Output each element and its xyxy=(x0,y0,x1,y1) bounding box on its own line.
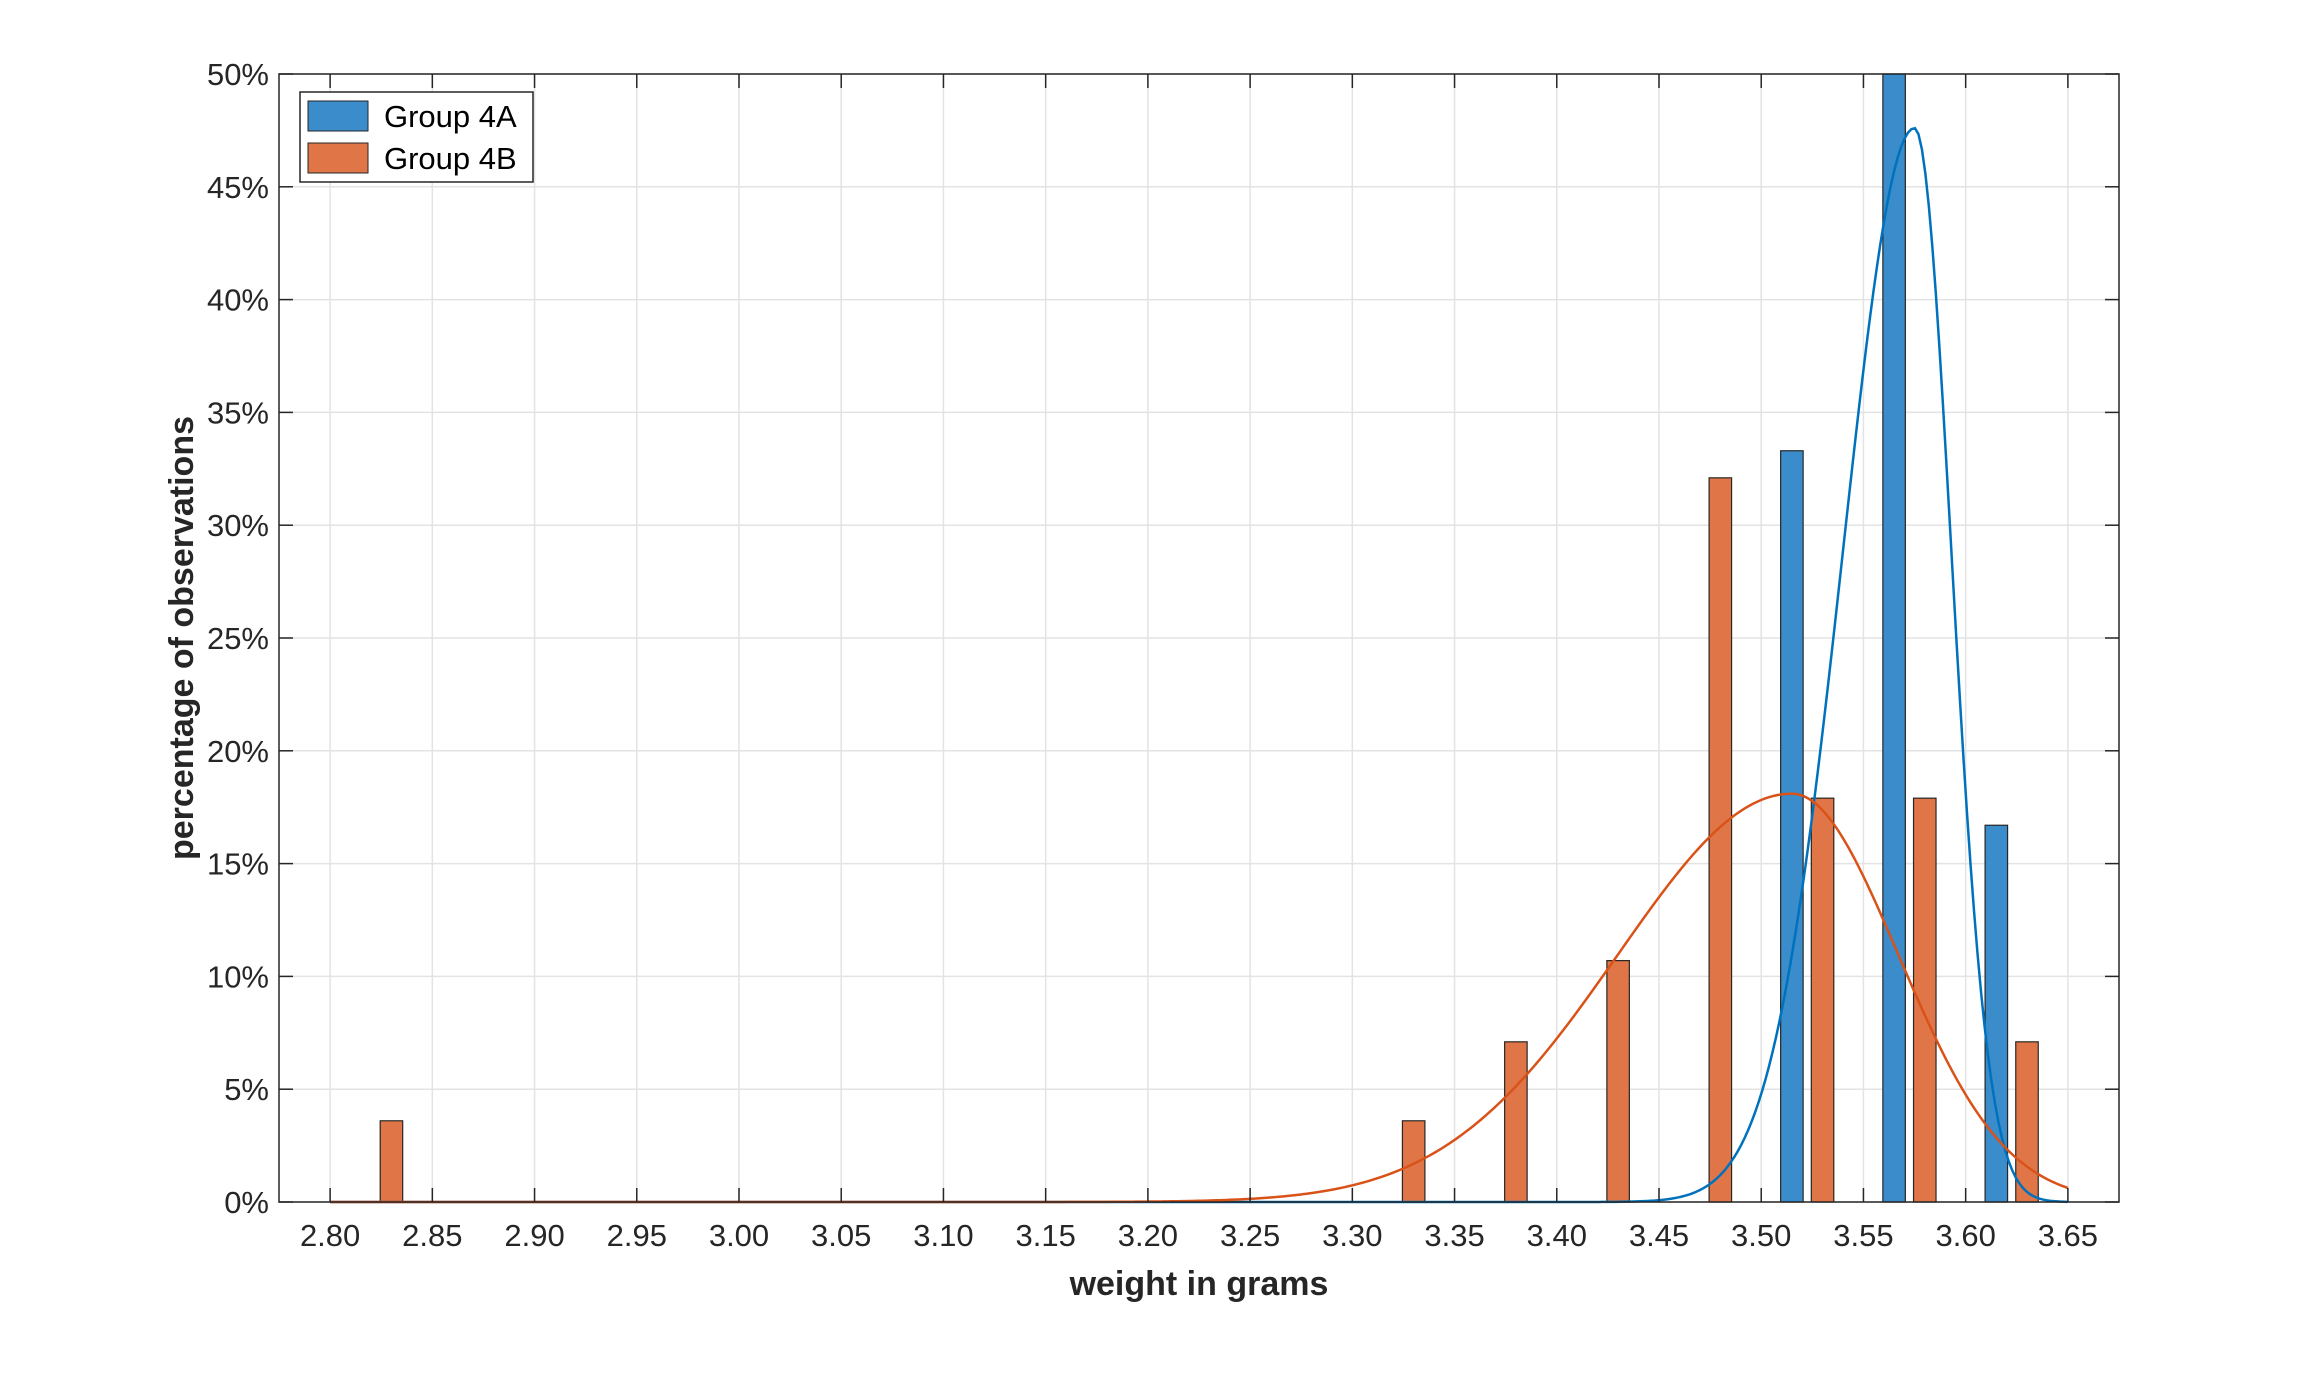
legend-label-group-4a: Group 4A xyxy=(384,99,517,134)
y-tick-label: 5% xyxy=(224,1072,269,1107)
x-tick-label: 2.85 xyxy=(402,1218,462,1253)
y-tick-label: 40% xyxy=(207,283,269,318)
legend-swatch-group-4b xyxy=(307,142,369,174)
bar-group-4b xyxy=(379,1120,404,1203)
x-tick-label: 2.95 xyxy=(607,1218,667,1253)
y-tick-label: 50% xyxy=(207,57,269,92)
axis-ticks xyxy=(279,73,2119,1203)
y-tick-label: 0% xyxy=(224,1185,269,1220)
x-tick-label: 3.65 xyxy=(2038,1218,2098,1253)
bar-group-4b xyxy=(1708,477,1733,1203)
x-tick-label: 3.50 xyxy=(1731,1218,1791,1253)
legend-swatch-group-4a xyxy=(307,100,369,132)
x-tick-label: 3.10 xyxy=(913,1218,973,1253)
bar-group-4a xyxy=(1882,73,1906,1203)
y-tick-label: 25% xyxy=(207,621,269,656)
x-tick-label: 3.30 xyxy=(1322,1218,1382,1253)
bar-group-4b xyxy=(2015,1041,2039,1203)
bar-group-4b xyxy=(1504,1041,1528,1203)
y-tick-label: 20% xyxy=(207,734,269,769)
x-tick-label: 3.60 xyxy=(1935,1218,1995,1253)
x-tick-label: 2.80 xyxy=(300,1218,360,1253)
x-tick-labels: 2.80 2.85 2.90 2.95 3.00 3.05 3.10 3.15 3.20 3.25… xyxy=(300,1218,2098,1253)
x-tick-label: 2.90 xyxy=(504,1218,564,1253)
y-tick-label: 15% xyxy=(207,847,269,882)
x-tick-label: 3.05 xyxy=(811,1218,871,1253)
bar-group-4b xyxy=(1810,797,1835,1203)
x-tick-label: 3.20 xyxy=(1118,1218,1178,1253)
x-tick-label: 3.40 xyxy=(1527,1218,1587,1253)
x-tick-label: 3.55 xyxy=(1833,1218,1893,1253)
y-tick-label: 35% xyxy=(207,395,269,430)
legend: Group 4A Group 4B xyxy=(299,91,534,183)
y-axis-title: percentage of observations xyxy=(163,416,201,860)
y-tick-label: 10% xyxy=(207,959,269,994)
bar-group-4b xyxy=(1606,960,1630,1203)
x-tick-label: 3.00 xyxy=(709,1218,769,1253)
x-axis-title: weight in grams xyxy=(1069,1265,1329,1303)
y-tick-label: 45% xyxy=(207,170,269,205)
x-tick-label: 3.45 xyxy=(1629,1218,1689,1253)
y-tick-label: 30% xyxy=(207,508,269,543)
x-tick-label: 3.15 xyxy=(1015,1218,1075,1253)
bar-group-4b xyxy=(1401,1120,1426,1203)
x-tick-label: 3.25 xyxy=(1220,1218,1280,1253)
bar-group-4a xyxy=(1780,450,1804,1203)
y-tick-labels: 0% 5% 10% 15% 20% 25% 30% 35% 40% 45% 50% xyxy=(207,57,269,1220)
legend-label-group-4b: Group 4B xyxy=(384,141,517,176)
x-tick-label: 3.35 xyxy=(1424,1218,1484,1253)
